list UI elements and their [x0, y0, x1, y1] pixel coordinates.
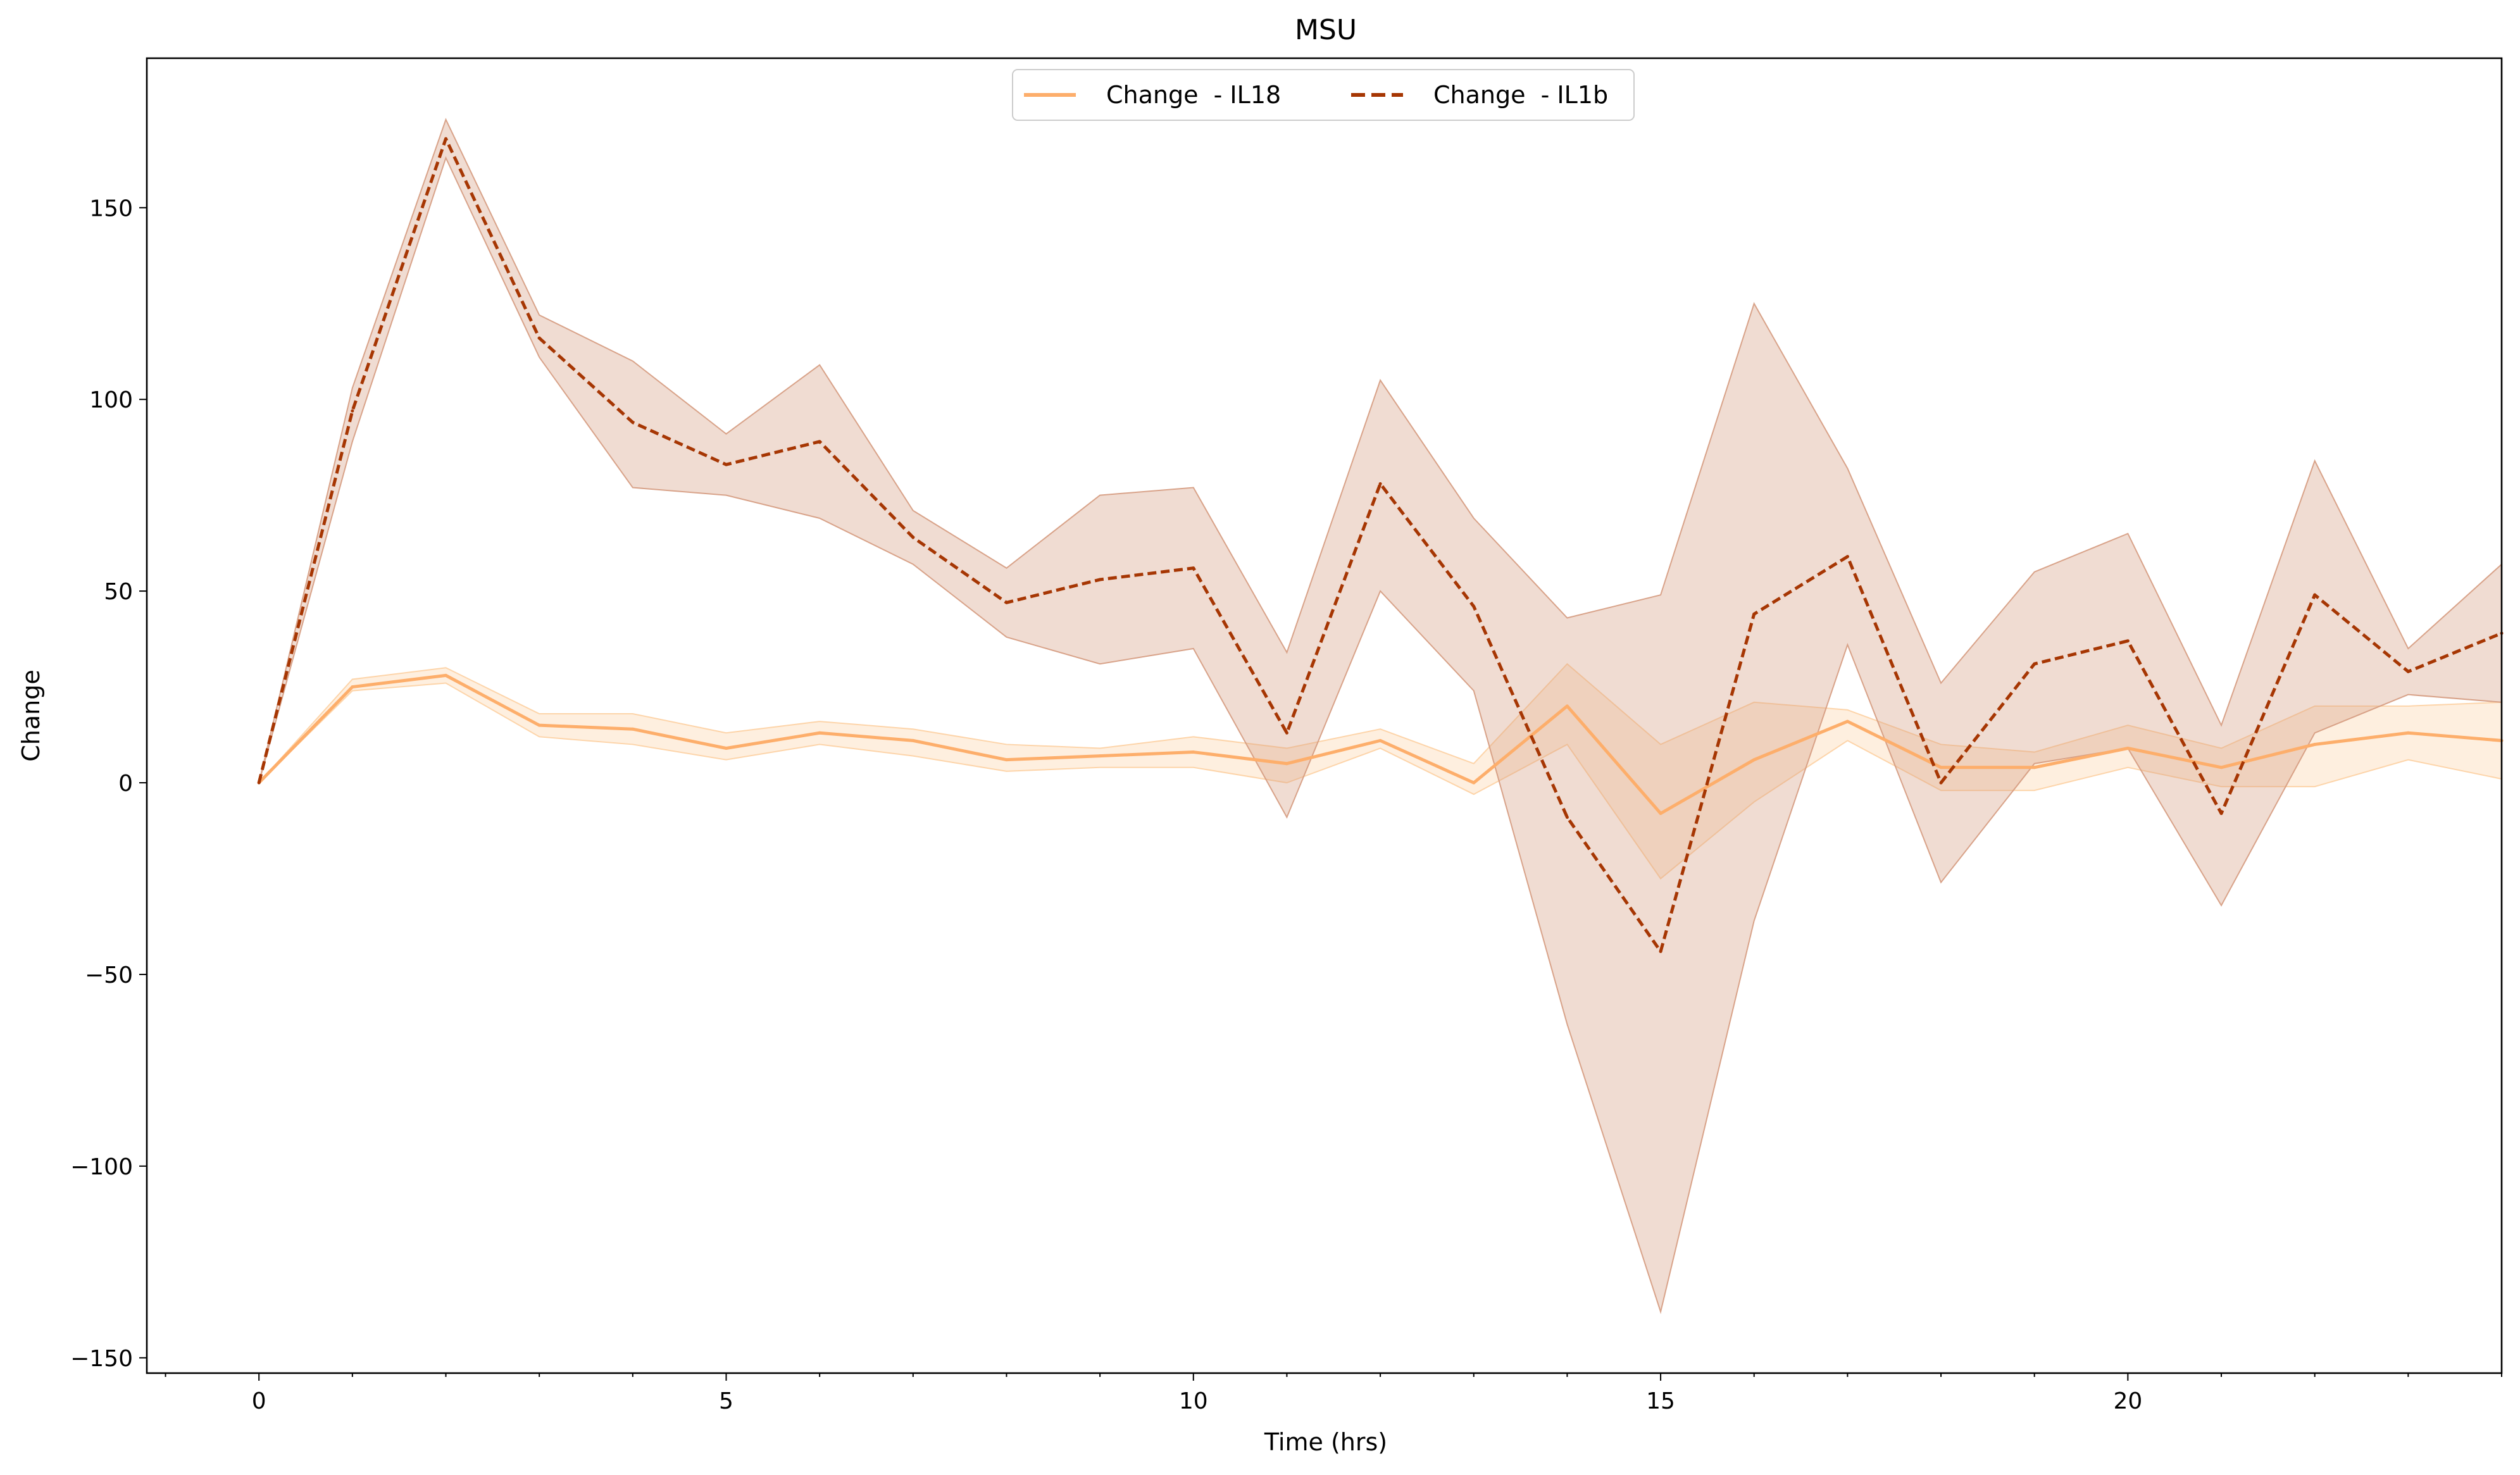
point-series-1: [2406, 669, 2410, 673]
point-series-0: [631, 727, 635, 731]
plot-frame: [146, 57, 2503, 1374]
y-tick-label: 150: [89, 196, 133, 221]
x-tick-label: 15: [1646, 1388, 1675, 1414]
legend-label-il18: Change - IL18: [1106, 81, 1281, 109]
chart-title: MSU: [1295, 14, 1357, 46]
point-series-1: [1659, 950, 1662, 954]
series-lines: [257, 137, 2504, 954]
point-series-1: [1939, 781, 1943, 785]
point-series-0: [1192, 750, 1195, 754]
point-series-1: [1098, 578, 1102, 582]
y-tick-label: 100: [89, 387, 133, 413]
y-tick-label: −50: [85, 962, 133, 988]
point-series-0: [1098, 754, 1102, 758]
point-series-1: [2219, 811, 2223, 815]
x-axis: 0 5 10 15 20: [165, 1373, 2502, 1414]
legend: Change - IL18 Change - IL1b: [1012, 69, 1635, 121]
point-series-0: [1004, 758, 1008, 762]
legend-box: [1012, 69, 1635, 121]
point-series-1: [1378, 482, 1382, 485]
point-series-0: [1845, 719, 1849, 723]
point-series-0: [724, 746, 728, 750]
point-series-0: [1565, 704, 1569, 708]
point-series-0: [351, 685, 354, 689]
point-series-1: [1004, 601, 1008, 604]
point-series-1: [1845, 555, 1849, 559]
point-series-1: [1565, 816, 1569, 819]
point-series-1: [444, 137, 448, 140]
point-series-1: [257, 781, 261, 785]
point-series-0: [818, 731, 821, 735]
x-axis-label: Time (hrs): [1264, 1428, 1387, 1456]
point-series-0: [2126, 746, 2130, 750]
point-series-0: [537, 723, 541, 727]
point-series-1: [351, 409, 354, 413]
point-series-0: [1659, 811, 1662, 815]
point-series-0: [444, 673, 448, 677]
point-series-0: [2219, 766, 2223, 769]
y-tick-label: 50: [104, 579, 133, 605]
y-tick-label: 0: [118, 771, 133, 797]
point-series-1: [724, 463, 728, 466]
y-axis: −150 −100 −50 0 50 100 150: [70, 196, 147, 1372]
point-series-1: [631, 421, 635, 425]
legend-label-il1b: Change - IL1b: [1433, 81, 1608, 109]
point-series-1: [2126, 639, 2130, 643]
x-tick-label: 10: [1179, 1388, 1208, 1414]
point-series-0: [2033, 766, 2037, 769]
point-series-1: [2033, 662, 2037, 666]
point-series-0: [2313, 742, 2317, 746]
point-series-0: [1752, 758, 1756, 762]
x-tick-label: 0: [252, 1388, 266, 1414]
point-series-1: [818, 440, 821, 444]
confidence-bands: [258, 118, 2502, 1314]
y-axis-label: Change: [17, 669, 45, 762]
point-series-0: [1472, 781, 1476, 785]
point-series-0: [1378, 738, 1382, 742]
point-series-1: [537, 336, 541, 340]
point-series-0: [1939, 766, 1943, 769]
point-series-0: [911, 738, 915, 742]
x-tick-label: 20: [2113, 1388, 2142, 1414]
point-series-0: [2406, 731, 2410, 735]
point-series-0: [1285, 762, 1288, 766]
point-series-1: [1192, 566, 1195, 570]
y-tick-label: −150: [70, 1346, 133, 1372]
point-series-1: [911, 535, 915, 539]
y-tick-label: −100: [70, 1154, 133, 1180]
x-tick-label: 5: [719, 1388, 733, 1414]
point-series-1: [1285, 731, 1288, 735]
point-series-1: [1472, 604, 1476, 608]
point-series-1: [1752, 612, 1756, 616]
point-series-1: [2313, 593, 2317, 597]
